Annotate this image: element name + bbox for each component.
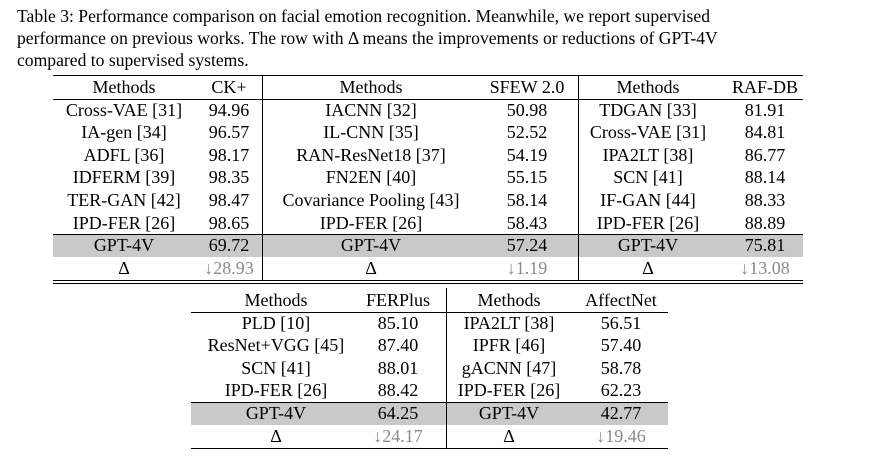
method-name: ResNet+VGG [45] [207,335,345,356]
score-value: 55.15 [506,167,548,188]
top-rule [53,75,803,76]
method-name: IDFERM [39] [72,167,176,188]
score-value: 50.98 [506,99,548,120]
score-value: 58.14 [506,190,548,210]
method-name: IA-gen [34] [81,122,167,143]
method-name: IPA2LT [38] [463,312,555,333]
caption-line: Table 3: Performance comparison on facia… [17,6,711,26]
gpt4v-score: 57.24 [506,235,548,256]
method-name: IPD-FER [26] [596,212,700,233]
score-value: 62.23 [600,380,642,401]
gpt4v-label: GPT-4V [245,403,307,423]
column-divider [446,288,447,449]
score-value: 98.47 [208,190,250,210]
gpt4v-label: GPT-4V [340,235,402,256]
delta-value: ↓19.46 [596,425,646,446]
gpt4v-label: GPT-4V [93,235,155,256]
caption-line: performance on previous works. The row w… [17,28,718,48]
method-name: IF-GAN [44] [600,190,696,210]
score-value: 98.65 [208,212,250,233]
method-name: IPFR [46] [472,335,546,356]
score-value: 58.78 [600,357,642,378]
column-header-methods: Methods [92,77,156,97]
method-name: Cross-VAE [31] [589,122,707,143]
method-name: IACNN [32] [325,99,417,120]
method-name: IPD-FER [26] [319,212,423,233]
score-value: 96.57 [208,122,250,143]
column-header-dataset: CK+ [211,77,247,97]
header-rule [53,98,803,100]
gpt4v-label: GPT-4V [478,403,540,423]
delta-label: Δ [270,425,282,446]
bottom-rule [191,448,668,450]
column-header-dataset: FERPlus [365,290,431,310]
column-header-methods: Methods [244,290,308,310]
gpt-row-rule [53,234,803,236]
method-name: IL-CNN [35] [323,122,419,143]
method-name: SCN [41] [613,167,683,188]
method-name: gACNN [47] [461,357,557,378]
column-header-methods: Methods [616,77,680,97]
column-header-dataset: SFEW 2.0 [489,77,565,97]
score-value: 52.52 [506,122,548,143]
table-caption: Table 3: Performance comparison on facia… [17,5,867,71]
method-name: IPD-FER [26] [72,212,176,233]
column-divider [578,75,579,281]
score-value: 86.77 [744,144,786,165]
method-name: Cross-VAE [31] [65,99,183,120]
gpt-row-highlight [53,234,803,257]
delta-label: Δ [118,257,130,278]
score-value: 98.35 [208,167,250,188]
method-name: Covariance Pooling [43] [282,190,460,210]
score-value: 94.96 [208,99,250,120]
delta-value: ↓28.93 [204,257,254,278]
score-value: 58.43 [506,212,548,233]
score-value: 88.42 [377,380,419,401]
score-value: 81.91 [744,99,786,120]
score-value: 85.10 [377,312,419,333]
gpt4v-label: GPT-4V [617,235,679,256]
gpt-row-highlight [191,402,668,425]
bottom-rule [53,280,803,282]
gpt4v-score: 69.72 [208,235,250,256]
delta-value: ↓24.17 [373,425,423,446]
method-name: PLD [10] [241,312,311,333]
gpt-row-rule [191,402,668,403]
score-value: 88.33 [744,190,786,210]
delta-label: Δ [642,257,654,278]
column-header-dataset: AffectNet [585,290,657,310]
score-value: 87.40 [377,335,419,356]
header-rule [191,311,668,313]
column-header-dataset: RAF-DB [731,77,798,97]
method-name: IPD-FER [26] [457,380,561,401]
score-value: 57.40 [600,335,642,356]
score-value: 88.89 [744,212,786,233]
method-name: FN2EN [40] [325,167,417,188]
method-name: TER-GAN [42] [67,190,181,210]
gpt4v-score: 64.25 [377,403,419,423]
method-name: RAN-ResNet18 [37] [296,144,446,165]
delta-label: Δ [503,425,515,446]
method-name: SCN [41] [241,357,311,378]
bottom-rule-double [53,283,803,285]
caption-line: compared to supervised systems. [17,50,249,70]
gpt4v-score: 42.77 [600,403,642,423]
delta-value: ↓1.19 [506,257,548,278]
method-name: IPD-FER [26] [224,380,328,401]
score-value: 56.51 [600,312,642,333]
method-name: IPA2LT [38] [602,144,694,165]
method-name: TDGAN [33] [599,99,697,120]
delta-value: ↓13.08 [740,257,790,278]
column-divider [262,75,263,281]
score-value: 98.17 [208,144,250,165]
delta-label: Δ [365,257,377,278]
column-header-methods: Methods [477,290,541,310]
score-value: 84.81 [744,122,786,143]
score-value: 88.01 [377,357,419,378]
score-value: 88.14 [744,167,786,188]
score-value: 54.19 [506,144,548,165]
gpt4v-score: 75.81 [744,235,786,256]
column-header-methods: Methods [339,77,403,97]
method-name: ADFL [36] [83,144,165,165]
